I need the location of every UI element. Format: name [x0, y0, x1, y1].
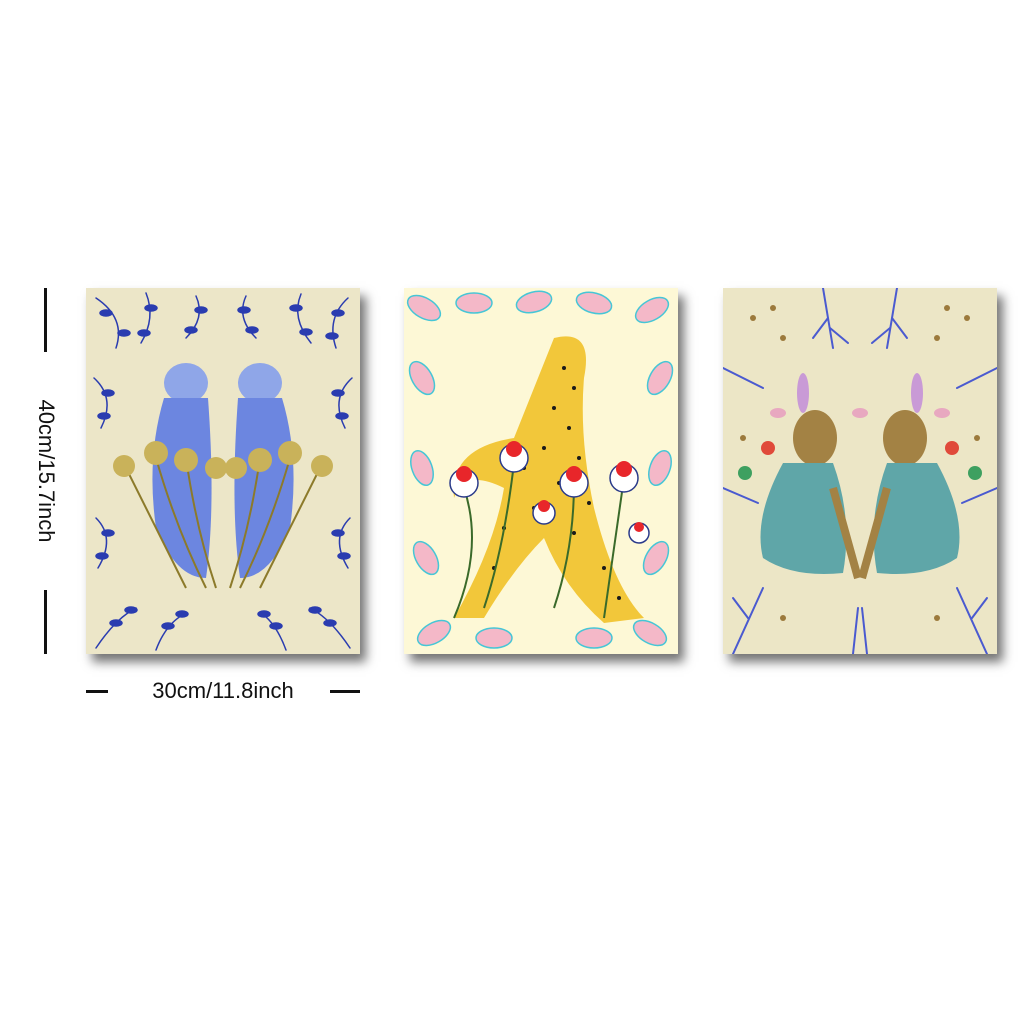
- height-dimension-line-bottom: [44, 590, 47, 654]
- height-dimension-line-top: [44, 288, 47, 352]
- width-dimension-line-right: [330, 690, 360, 693]
- blue-leopards-artwork: [93, 292, 353, 651]
- height-dimension: 40cm/15.7inch: [22, 288, 70, 654]
- art-panel-hares: [723, 288, 997, 654]
- width-dimension-line-left: [86, 690, 108, 693]
- cheetah-artwork: [406, 290, 674, 649]
- height-label: 40cm/15.7inch: [34, 399, 59, 543]
- art-panel-cheetah: [404, 288, 678, 654]
- width-label: 30cm/11.8inch: [152, 678, 294, 703]
- width-dimension: 30cm/11.8inch: [86, 676, 360, 706]
- hares-artwork: [723, 288, 997, 654]
- art-panel-blue-leopards: [86, 288, 360, 654]
